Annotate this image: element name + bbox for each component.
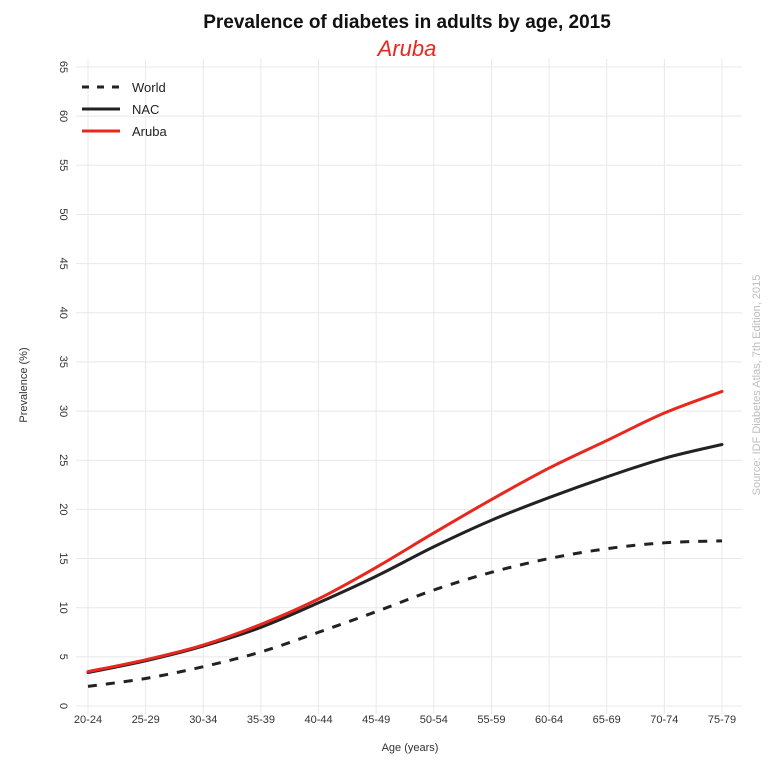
x-tick-label: 30-34 xyxy=(189,714,217,726)
y-tick-label: 35 xyxy=(57,356,69,368)
y-tick-label: 0 xyxy=(57,703,69,709)
gridlines xyxy=(76,59,742,714)
series-line-aruba xyxy=(86,389,724,674)
y-axis-label: Prevalence (%) xyxy=(18,347,30,422)
chart-title: Prevalence of diabetes in adults by age,… xyxy=(203,12,611,33)
y-tick-label: 15 xyxy=(57,552,69,564)
axes: 0 5 10 15 20 25 30 35 40 45 50 55 60 65 20-24 25-29 30-3… xyxy=(57,61,736,726)
y-tick-label: 45 xyxy=(57,257,69,269)
x-tick-label: 65-69 xyxy=(593,714,621,726)
x-tick-label: 20-24 xyxy=(74,714,102,726)
x-tick-label: 55-59 xyxy=(477,714,505,726)
y-tick-label: 50 xyxy=(57,208,69,220)
y-tick-label: 5 xyxy=(57,654,69,660)
y-tick-label: 20 xyxy=(57,503,69,515)
y-tick-label: 30 xyxy=(57,405,69,417)
x-tick-label: 25-29 xyxy=(132,714,160,726)
x-tick-label: 45-49 xyxy=(362,714,390,726)
x-tick-label: 75-79 xyxy=(708,714,736,726)
x-tick-label: 50-54 xyxy=(420,714,448,726)
x-tick-label: 40-44 xyxy=(304,714,332,726)
series-line-world xyxy=(87,539,723,688)
y-tick-label: 10 xyxy=(57,602,69,614)
legend-label-world: World xyxy=(132,80,166,95)
y-tick-label: 65 xyxy=(57,61,69,73)
x-axis-label: Age (years) xyxy=(382,742,439,754)
source-note: Source: IDF Diabetes Atlas, 7th Edition,… xyxy=(751,275,763,496)
chart-subtitle: Aruba xyxy=(376,36,437,61)
legend: World NAC Aruba xyxy=(82,80,167,139)
y-tick-label: 60 xyxy=(57,110,69,122)
series-lines xyxy=(86,389,724,688)
legend-label-aruba: Aruba xyxy=(132,124,167,139)
y-tick-label: 55 xyxy=(57,159,69,171)
x-tick-label: 70-74 xyxy=(650,714,678,726)
legend-label-nac: NAC xyxy=(132,102,159,117)
x-tick-label: 35-39 xyxy=(247,714,275,726)
y-tick-label: 40 xyxy=(57,307,69,319)
x-tick-label: 60-64 xyxy=(535,714,563,726)
y-tick-label: 25 xyxy=(57,454,69,466)
